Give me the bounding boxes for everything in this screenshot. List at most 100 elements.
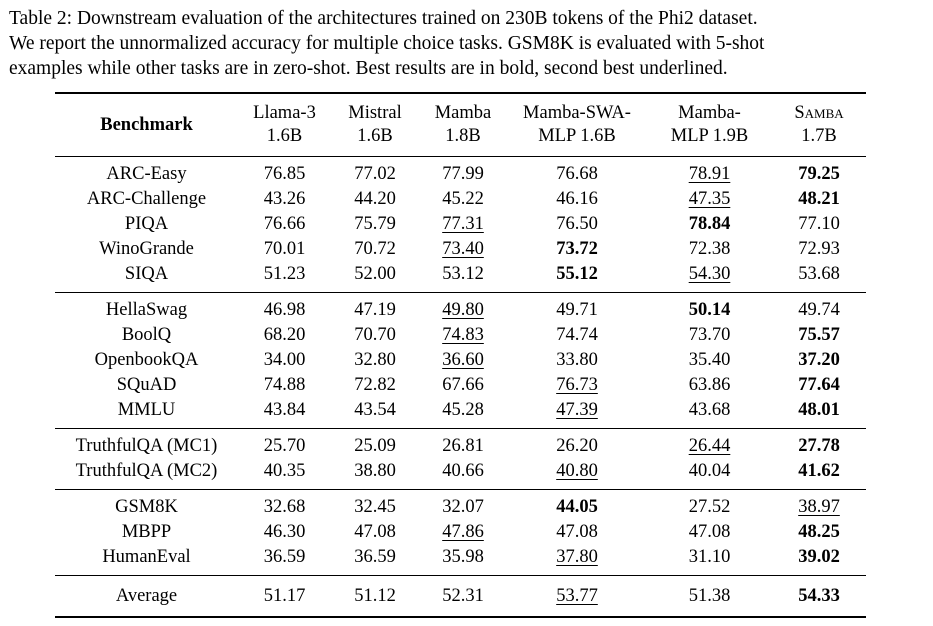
benchmark-name: PIQA <box>124 214 169 234</box>
score-value: 35.40 <box>688 350 731 370</box>
score-cell: 77.10 <box>772 212 866 237</box>
caption-line: We report the unnormalized accuracy for … <box>9 33 765 54</box>
score-value: 68.20 <box>263 325 306 345</box>
score-value: 26.44 <box>688 436 731 456</box>
average-cell: 51.12 <box>331 576 419 618</box>
score-cell: 74.88 <box>238 373 331 398</box>
score-cell: 25.09 <box>331 429 419 460</box>
score-value: 79.25 <box>798 164 840 184</box>
average-value: 51.17 <box>263 585 306 606</box>
score-value: 53.68 <box>798 264 840 284</box>
score-value: 50.14 <box>688 300 731 320</box>
table-row: SIQA 51.23 52.00 53.12 55.12 54.30 53.68 <box>55 262 866 293</box>
score-cell: 48.21 <box>772 187 866 212</box>
score-cell: 48.25 <box>772 520 866 545</box>
header-line: Samba <box>794 103 844 123</box>
score-value: 40.04 <box>688 461 731 481</box>
score-cell: 32.07 <box>419 490 507 521</box>
score-cell: 74.83 <box>419 323 507 348</box>
benchmark-group: ARC-Easy 76.85 77.02 77.99 76.68 78.91 79.25 AR… <box>55 157 866 293</box>
header-line: Llama-3 <box>253 103 316 123</box>
score-value: 36.59 <box>354 547 396 567</box>
header-line: 1.8B <box>445 126 481 146</box>
score-cell: 78.91 <box>647 157 772 188</box>
caption-line: Table 2: Downstream evaluation of the ar… <box>9 8 758 29</box>
score-cell: 46.16 <box>507 187 647 212</box>
header-line: Mamba-SWA- <box>523 103 631 123</box>
score-cell: 47.86 <box>419 520 507 545</box>
score-value: 32.68 <box>263 497 306 517</box>
score-cell: 37.20 <box>772 348 866 373</box>
score-cell: 75.79 <box>331 212 419 237</box>
score-cell: 47.08 <box>507 520 647 545</box>
score-cell: 77.31 <box>419 212 507 237</box>
table-row: MMLU 43.84 43.54 45.28 47.39 43.68 48.01 <box>55 398 866 429</box>
benchmark-name: GSM8K <box>115 497 178 517</box>
average-cell: 51.38 <box>647 576 772 618</box>
average-cell: 52.31 <box>419 576 507 618</box>
score-value: 43.84 <box>263 400 306 420</box>
benchmark-name: BoolQ <box>121 325 172 345</box>
score-value: 40.35 <box>263 461 306 481</box>
header-llama3: Llama-3 1.6B <box>238 93 331 157</box>
score-value: 74.74 <box>556 325 598 345</box>
score-value: 32.07 <box>442 497 484 517</box>
score-cell: 51.23 <box>238 262 331 293</box>
score-value: 76.73 <box>556 375 598 395</box>
score-cell: 55.12 <box>507 262 647 293</box>
score-cell: 38.97 <box>772 490 866 521</box>
score-value: 36.60 <box>442 350 484 370</box>
score-cell: 26.81 <box>419 429 507 460</box>
score-cell: 72.82 <box>331 373 419 398</box>
score-value: 70.70 <box>354 325 396 345</box>
score-value: 51.23 <box>263 264 306 284</box>
score-cell: 53.12 <box>419 262 507 293</box>
average-value: 51.12 <box>354 585 396 606</box>
benchmark-name: WinoGrande <box>99 239 194 259</box>
score-value: 77.02 <box>354 164 396 184</box>
score-value: 67.66 <box>442 375 484 395</box>
score-cell: 45.28 <box>419 398 507 429</box>
score-cell: 76.66 <box>238 212 331 237</box>
benchmark-name: ARC-Easy <box>106 164 187 184</box>
score-cell: 26.44 <box>647 429 772 460</box>
score-value: 34.00 <box>263 350 306 370</box>
score-value: 40.80 <box>556 461 598 481</box>
score-cell: 47.08 <box>647 520 772 545</box>
score-cell: 25.70 <box>238 429 331 460</box>
average-cell: 53.77 <box>507 576 647 618</box>
score-cell: 76.73 <box>507 373 647 398</box>
score-value: 47.35 <box>688 189 731 209</box>
score-value: 73.72 <box>556 239 598 259</box>
benchmark-name: SQuAD <box>116 375 177 395</box>
score-value: 77.99 <box>442 164 484 184</box>
score-cell: 47.08 <box>331 520 419 545</box>
score-value: 46.98 <box>263 300 306 320</box>
score-value: 73.70 <box>688 325 731 345</box>
score-value: 38.97 <box>798 497 840 517</box>
average-value: 54.33 <box>798 585 840 606</box>
score-value: 52.00 <box>354 264 396 284</box>
table-row: ARC-Challenge 43.26 44.20 45.22 46.16 47.35 48… <box>55 187 866 212</box>
score-value: 33.80 <box>556 350 598 370</box>
score-cell: 75.57 <box>772 323 866 348</box>
score-cell: 76.85 <box>238 157 331 188</box>
score-value: 44.20 <box>354 189 396 209</box>
score-value: 32.45 <box>354 497 396 517</box>
score-value: 76.50 <box>556 214 598 234</box>
score-cell: 47.39 <box>507 398 647 429</box>
table-row: BoolQ 68.20 70.70 74.83 74.74 73.70 75.57 <box>55 323 866 348</box>
score-value: 26.81 <box>442 436 484 456</box>
score-value: 26.20 <box>556 436 598 456</box>
score-value: 32.80 <box>354 350 396 370</box>
score-value: 76.85 <box>263 164 306 184</box>
score-cell: 35.98 <box>419 545 507 576</box>
score-cell: 70.72 <box>331 237 419 262</box>
score-value: 47.19 <box>354 300 396 320</box>
score-cell: 73.70 <box>647 323 772 348</box>
score-cell: 46.30 <box>238 520 331 545</box>
average-row: Average 51.17 51.12 52.31 53.77 51.38 54.33 <box>55 576 866 618</box>
score-cell: 36.59 <box>238 545 331 576</box>
score-value: 43.68 <box>688 400 731 420</box>
score-value: 35.98 <box>442 547 484 567</box>
